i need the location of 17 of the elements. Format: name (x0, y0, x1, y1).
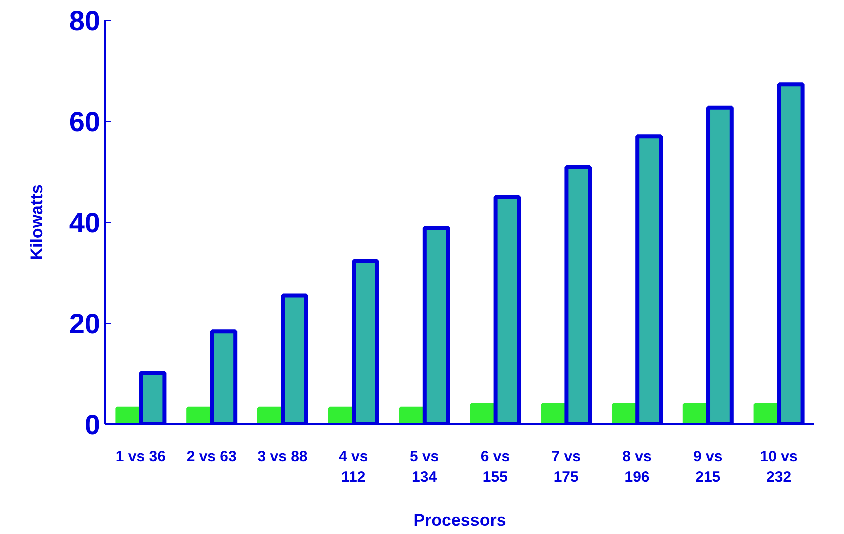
x-tick-label: 9 vs 215 (694, 448, 723, 486)
x-tick-label: 8 vs 196 (622, 448, 652, 486)
y-tick-label: 80 (69, 6, 101, 36)
y-tick-label: 0 (84, 410, 101, 440)
y-axis-title: Kilowatts (27, 184, 46, 260)
x-tick-label: 2 vs 63 (186, 448, 237, 466)
x-tick-label: 5 vs 134 (410, 448, 440, 486)
x-tick-label: 6 vs 155 (480, 448, 510, 486)
x-tick-label: 3 vs 88 (258, 448, 308, 466)
x-tick-label: 1 vs 36 (116, 448, 166, 466)
y-tick-label: 40 (69, 208, 101, 238)
x-tick-label: 4 vs 112 (339, 448, 368, 486)
y-tick-label: 20 (69, 308, 101, 340)
x-tick-label: 7 vs 175 (552, 448, 581, 486)
y-tick-label: 60 (69, 106, 101, 138)
x-axis-title: Processors (414, 510, 506, 530)
x-tick-label: 10 vs 232 (760, 448, 798, 486)
